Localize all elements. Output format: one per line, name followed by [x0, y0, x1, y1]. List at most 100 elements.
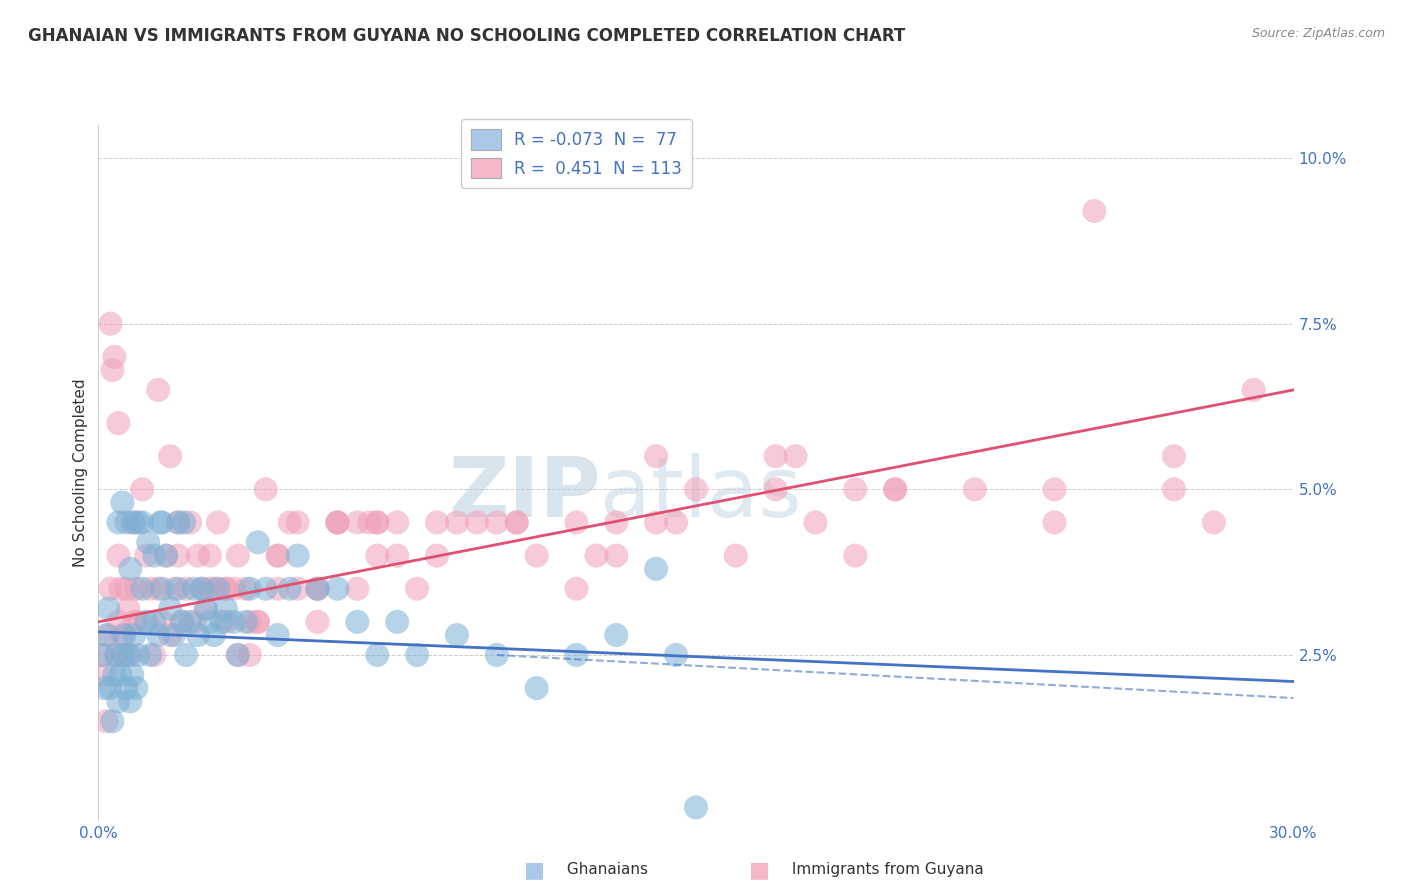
Point — [645, 449, 668, 463]
Point — [136, 535, 159, 549]
Point — [485, 516, 508, 530]
Point — [326, 516, 349, 530]
Point — [143, 549, 166, 563]
Point — [235, 582, 257, 596]
Point — [150, 615, 173, 629]
Y-axis label: No Schooling Completed: No Schooling Completed — [73, 378, 89, 567]
Point — [179, 516, 201, 530]
Point — [195, 601, 218, 615]
Point — [139, 648, 162, 662]
Point — [98, 681, 122, 695]
Point — [267, 582, 290, 596]
Point — [93, 668, 115, 682]
Point — [202, 582, 225, 596]
Point — [215, 601, 238, 615]
Point — [107, 549, 129, 563]
Point — [127, 516, 149, 530]
Point — [685, 800, 707, 814]
Point — [326, 516, 349, 530]
Point — [785, 449, 807, 463]
Point — [103, 350, 125, 364]
Point — [115, 681, 138, 695]
Point — [267, 549, 290, 563]
Point — [167, 516, 190, 530]
Point — [565, 648, 588, 662]
Point — [107, 416, 129, 430]
Point — [131, 582, 153, 596]
Point — [366, 516, 388, 530]
Point — [226, 648, 249, 662]
Point — [148, 383, 170, 397]
Point — [385, 549, 409, 563]
Point — [149, 516, 172, 530]
Point — [884, 483, 907, 497]
Point — [804, 516, 827, 530]
Point — [207, 582, 229, 596]
Point — [120, 562, 142, 576]
Point — [101, 714, 124, 729]
Point — [159, 601, 181, 615]
Legend: R = -0.073  N =  77, R =  0.451  N = 113: R = -0.073 N = 77, R = 0.451 N = 113 — [461, 120, 692, 188]
Point — [135, 615, 157, 629]
Point — [526, 681, 548, 695]
Point — [174, 648, 197, 662]
Point — [1202, 516, 1225, 530]
Point — [239, 648, 262, 662]
Point — [246, 615, 269, 629]
Point — [645, 562, 668, 576]
Point — [148, 628, 170, 642]
Point — [359, 516, 381, 530]
Point — [346, 516, 368, 530]
Point — [91, 648, 114, 662]
Point — [446, 516, 468, 530]
Point — [111, 495, 134, 509]
Point — [526, 549, 548, 563]
Point — [326, 516, 349, 530]
Point — [239, 615, 262, 629]
Point — [485, 648, 508, 662]
Point — [191, 582, 214, 596]
Point — [117, 601, 139, 615]
Point — [101, 363, 124, 377]
Point — [267, 628, 290, 642]
Point — [155, 549, 177, 563]
Point — [765, 449, 787, 463]
Text: atlas: atlas — [600, 453, 801, 534]
Point — [307, 582, 329, 596]
Point — [406, 648, 429, 662]
Point — [645, 516, 668, 530]
Point — [172, 615, 194, 629]
Point — [121, 668, 143, 682]
Point — [346, 582, 368, 596]
Point — [426, 516, 449, 530]
Point — [585, 549, 607, 563]
Point — [278, 516, 301, 530]
Point — [159, 628, 181, 642]
Point — [127, 615, 149, 629]
Point — [307, 582, 329, 596]
Point — [195, 601, 218, 615]
Point — [148, 582, 170, 596]
Point — [307, 582, 329, 596]
Point — [115, 516, 138, 530]
Point — [406, 582, 429, 596]
Point — [131, 516, 153, 530]
Point — [346, 615, 368, 629]
Point — [167, 549, 190, 563]
Point — [446, 628, 468, 642]
Point — [121, 516, 143, 530]
Point — [198, 582, 221, 596]
Point — [211, 615, 233, 629]
Point — [724, 549, 747, 563]
Point — [127, 648, 149, 662]
Point — [665, 648, 688, 662]
Point — [215, 582, 238, 596]
Point — [107, 694, 129, 708]
Point — [765, 483, 787, 497]
Point — [226, 549, 249, 563]
Point — [963, 483, 986, 497]
Point — [105, 648, 128, 662]
Point — [844, 549, 866, 563]
Point — [115, 582, 138, 596]
Point — [150, 516, 173, 530]
